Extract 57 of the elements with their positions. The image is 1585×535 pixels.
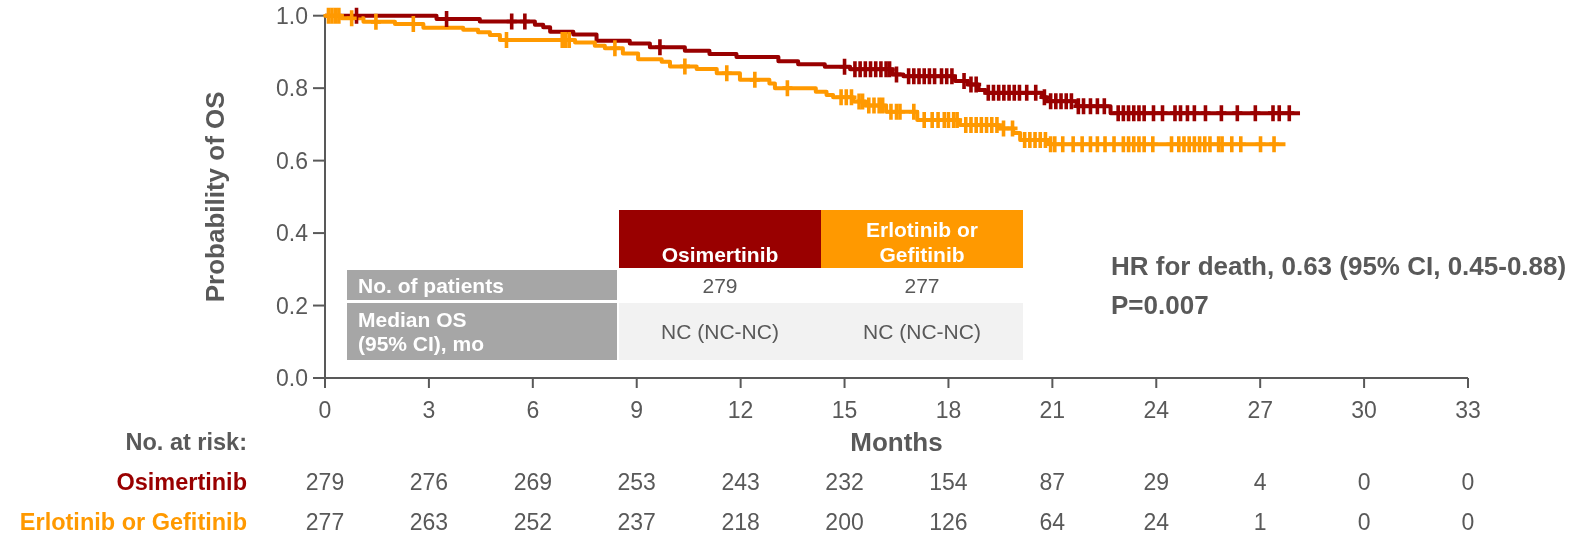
text: 252 [513,508,553,535]
x-tick-label: 30 [1351,397,1377,423]
text: 154 [929,469,968,495]
text: 0 [1357,469,1371,495]
annotation: No. of patients [358,273,504,297]
text: 243 [721,469,760,495]
y-tick-label: 0.0 [276,365,308,391]
text: 29 [1143,469,1170,495]
x-axis-title: Months [850,427,943,457]
x-tick-label: 15 [831,397,858,423]
legend-label: Erlotinib or Gefitinib [19,508,247,535]
annotation: NC (NC-NC) [863,320,981,343]
text: 277 [305,508,345,535]
text: 263 [409,508,449,535]
y-tick-label: 0.4 [276,220,309,247]
annotation: HR for death, 0.63 (95% CI, 0.45-0.88) [1111,251,1567,281]
text: 126 [929,508,968,535]
x-tick-label: 6 [526,397,540,423]
text: 0 [1461,508,1475,535]
text: 87 [1039,469,1066,495]
text: 237 [617,508,656,535]
text: 200 [825,508,864,535]
y-tick-label: 0.8 [276,75,308,102]
annotation: P=0.007 [1111,290,1209,320]
x-tick-label: 3 [422,397,436,423]
text: Erlotinib or Gefitinib [866,218,978,266]
x-tick-label: 33 [1455,397,1481,423]
annotation: Median OS (95% CI), mo [358,307,485,356]
x-tick-label: 18 [935,397,962,423]
text: 218 [721,508,760,535]
text: 253 [617,469,656,495]
y-tick-label: 0.6 [276,147,308,174]
text: 0 [1357,508,1371,535]
text: 64 [1039,508,1066,535]
x-tick-label: 9 [630,397,644,423]
x-tick-label: 24 [1143,397,1170,423]
x-tick-label: 27 [1247,397,1273,423]
text: No. at risk: [125,429,247,455]
text: 276 [409,469,449,495]
annotation: 279 [702,273,738,297]
text: 269 [513,469,553,495]
text: 24 [1143,508,1170,535]
text: 4 [1253,469,1267,495]
y-tick-label: 0.2 [276,292,308,319]
text: 279 [305,469,345,495]
x-tick-label: 21 [1039,397,1066,423]
text: Osimertinib [661,242,779,266]
x-tick-label: 0 [318,397,332,423]
y-tick-label: 1.0 [276,2,308,29]
text: 232 [825,469,864,495]
text: 1 [1253,508,1267,535]
text: 0 [1461,469,1475,495]
legend-label: Osimertinib [116,469,247,495]
y-axis-title: Probability of OS [200,91,230,303]
annotation: NC (NC-NC) [661,320,779,343]
annotation: 277 [904,273,940,297]
x-tick-label: 12 [727,397,754,423]
